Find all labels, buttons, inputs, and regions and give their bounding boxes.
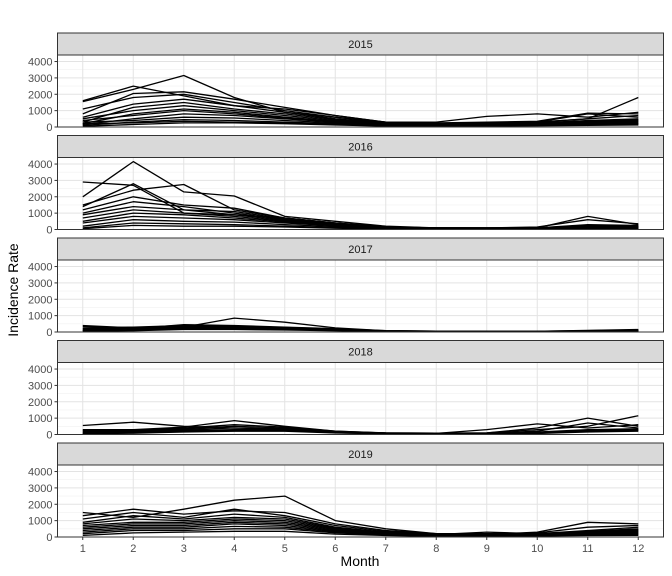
x-tick-label: 10: [531, 543, 543, 555]
x-tick-label: 9: [484, 543, 490, 555]
y-tick-label: 1000: [28, 106, 52, 118]
y-tick-label: 3000: [28, 175, 52, 187]
x-tick-label: 5: [282, 543, 288, 555]
series-line: [82, 98, 639, 125]
y-tick-label: 1000: [28, 516, 52, 528]
y-tick-label: 1000: [28, 413, 52, 425]
y-tick-label: 3000: [28, 380, 52, 392]
y-tick-label: 1000: [28, 208, 52, 220]
series-line: [82, 93, 639, 125]
y-tick-label: 2000: [28, 294, 52, 306]
y-tick-label: 0: [46, 327, 52, 339]
x-axis: 1 2 3 4 5 6 7 8 9 10 11 12: [80, 537, 644, 555]
y-tick-label: 2000: [28, 192, 52, 204]
facet-panel-2015: 2015 0 1000 2000 3000 4000: [28, 32, 664, 134]
y-tick-label: 4000: [28, 57, 52, 69]
series-line: [82, 508, 639, 535]
panel-border: [57, 362, 664, 435]
facet-strip-label: 2019: [348, 449, 372, 461]
panel-background: [57, 260, 664, 332]
y-tick-label: 3000: [28, 73, 52, 85]
y-tick-label: 3000: [28, 483, 52, 495]
facet-panel-2019: 2019 0 1000 2000 3000 4000: [28, 442, 664, 544]
panel-background: [57, 465, 664, 537]
x-tick-label: 4: [231, 543, 237, 555]
facet-strip-label: 2016: [348, 142, 372, 154]
y-tick-label: 4000: [28, 159, 52, 171]
y-tick-label: 1000: [28, 311, 52, 323]
facet-panel-2018: 2018 0 1000 2000 3000 4000: [28, 340, 664, 442]
y-tick-label: 0: [46, 122, 52, 134]
facet-strip-label: 2015: [348, 39, 372, 51]
y-tick-label: 0: [46, 430, 52, 442]
y-tick-label: 2000: [28, 499, 52, 511]
x-tick-label: 2: [130, 543, 136, 555]
series-line: [82, 495, 639, 536]
y-axis-title: Incidence Rate: [5, 243, 21, 337]
y-tick-label: 2000: [28, 397, 52, 409]
panel-border: [57, 464, 664, 538]
y-tick-label: 4000: [28, 467, 52, 479]
x-tick-label: 12: [632, 543, 644, 555]
facet-strip-label: 2018: [348, 347, 372, 359]
x-tick-label: 7: [383, 543, 389, 555]
facet-panel-2016: 2016 0 1000 2000 3000 4000: [28, 135, 664, 237]
panel-border: [57, 54, 664, 128]
series-line: [82, 430, 639, 435]
y-tick-label: 3000: [28, 278, 52, 290]
series-line: [82, 530, 639, 537]
series-line: [82, 122, 639, 127]
panel-border: [57, 259, 664, 333]
series-line: [82, 91, 639, 123]
y-tick-label: 0: [46, 225, 52, 237]
facet-panel-2017: 2017 0 1000 2000 3000 4000: [28, 237, 664, 339]
y-tick-label: 2000: [28, 89, 52, 101]
x-tick-label: 1: [80, 543, 86, 555]
x-tick-label: 6: [332, 543, 338, 555]
x-tick-label: 3: [181, 543, 187, 555]
series-line: [82, 160, 639, 229]
panel-border: [57, 157, 664, 230]
facet-panels: 2015 0 1000 2000 3000 4000 2016 0 1000 2000 3000 40…: [28, 32, 664, 544]
x-tick-label: 11: [582, 543, 593, 555]
y-tick-label: 4000: [28, 262, 52, 274]
x-tick-label: 8: [433, 543, 439, 555]
facet-strip-label: 2017: [348, 244, 372, 256]
y-tick-label: 4000: [28, 364, 52, 376]
y-tick-label: 0: [46, 532, 52, 544]
x-axis-title: Month: [341, 553, 380, 569]
